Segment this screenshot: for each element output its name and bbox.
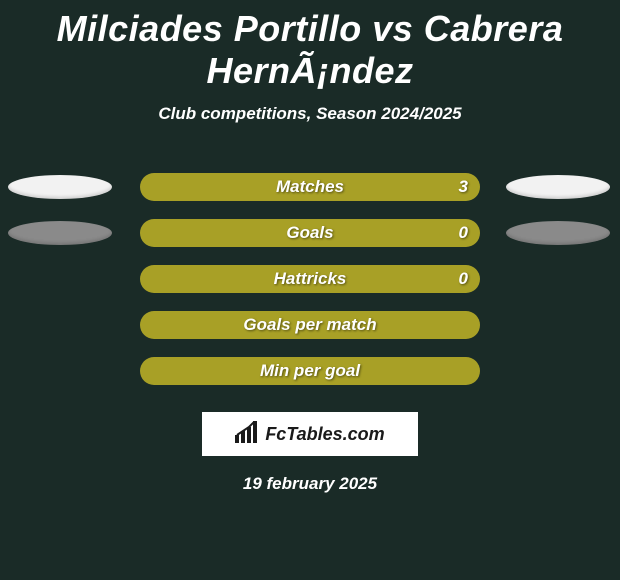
date-label: 19 february 2025 — [0, 474, 620, 494]
stat-row: Goals per match — [0, 302, 620, 348]
left-disc — [8, 175, 112, 199]
stat-row: Min per goal — [0, 348, 620, 394]
stat-bar: Goals per match — [140, 311, 480, 339]
right-disc — [506, 175, 610, 199]
stat-bar: Min per goal — [140, 357, 480, 385]
stat-bar: Goals 0 — [140, 219, 480, 247]
stat-bar: Matches 3 — [140, 173, 480, 201]
stat-value: 0 — [459, 223, 468, 243]
stat-bar: Hattricks 0 — [140, 265, 480, 293]
stat-label: Matches — [276, 177, 344, 197]
left-disc — [8, 221, 112, 245]
stat-value: 0 — [459, 269, 468, 289]
stat-row: Hattricks 0 — [0, 256, 620, 302]
logo-box: FcTables.com — [202, 412, 418, 456]
stat-row: Goals 0 — [0, 210, 620, 256]
stat-label: Goals per match — [243, 315, 376, 335]
logo-text: FcTables.com — [265, 424, 384, 445]
right-disc — [506, 221, 610, 245]
comparison-title: Milciades Portillo vs Cabrera HernÃ¡ndez — [0, 8, 620, 92]
stat-rows: Matches 3 Goals 0 Hattricks 0 Goals per match M… — [0, 164, 620, 394]
comparison-subtitle: Club competitions, Season 2024/2025 — [0, 104, 620, 124]
stat-value: 3 — [459, 177, 468, 197]
stat-label: Hattricks — [274, 269, 347, 289]
stat-row: Matches 3 — [0, 164, 620, 210]
stat-label: Min per goal — [260, 361, 360, 381]
stat-label: Goals — [286, 223, 333, 243]
bar-chart-icon — [235, 421, 261, 448]
